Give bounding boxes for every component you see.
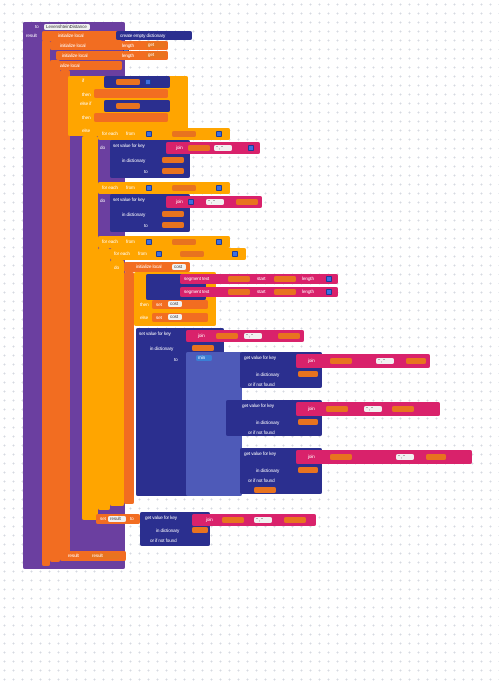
get-chip[interactable] xyxy=(192,345,214,351)
set-cost-then[interactable]: set cost xyxy=(152,300,208,309)
get-chip[interactable] xyxy=(392,406,414,412)
from-slot[interactable] xyxy=(146,185,152,191)
init-local-cost[interactable]: initialize local cost xyxy=(124,262,190,272)
init-local-n[interactable]: initialize local length get xyxy=(56,51,168,60)
get-chip[interactable] xyxy=(228,276,250,282)
get-chip[interactable] xyxy=(278,333,300,339)
get-chip[interactable] xyxy=(298,419,318,425)
get-chip[interactable] xyxy=(116,103,140,109)
init-nesting-bar-1 xyxy=(42,40,50,566)
init-nesting-bar-3 xyxy=(60,70,70,560)
join-block-2[interactable]: join " , " xyxy=(166,196,262,208)
get-chip[interactable] xyxy=(116,79,140,85)
get-chip[interactable] xyxy=(426,454,446,460)
get-chip[interactable] xyxy=(192,527,208,533)
get-chip[interactable] xyxy=(188,145,210,151)
for-each-3-bar xyxy=(98,248,110,510)
get-chip[interactable] xyxy=(236,199,258,205)
get-chip[interactable] xyxy=(298,371,318,377)
get-chip[interactable] xyxy=(162,157,184,163)
set-cost-else[interactable]: set cost xyxy=(152,313,208,322)
get-chip[interactable] xyxy=(274,289,296,295)
get-chip[interactable] xyxy=(162,211,184,217)
num-slot[interactable] xyxy=(326,289,332,295)
segment-text-1[interactable]: segment text start length xyxy=(180,274,338,284)
join-block-5[interactable]: join " , " xyxy=(296,450,472,464)
num-slot[interactable] xyxy=(326,276,332,282)
from-slot[interactable] xyxy=(156,251,162,257)
by-slot[interactable] xyxy=(216,239,222,245)
get-chip[interactable] xyxy=(298,467,318,473)
for-each-3[interactable]: for each from xyxy=(98,236,230,248)
join-block-3[interactable]: join " , " xyxy=(296,354,430,368)
get-chip[interactable] xyxy=(172,131,196,137)
get-chip[interactable] xyxy=(172,185,196,191)
procedure-name-field[interactable]: LevenshteinDistance xyxy=(44,24,90,30)
else-nesting-bar xyxy=(82,136,98,520)
set-result-then-2[interactable] xyxy=(94,113,168,122)
init-local-d[interactable]: initialize local xyxy=(42,31,122,41)
procedure-result-label: result xyxy=(26,33,37,38)
from-slot[interactable] xyxy=(146,131,152,137)
get-chip[interactable] xyxy=(162,168,184,174)
num-slot[interactable] xyxy=(188,199,194,205)
procedure-to-label: to xyxy=(35,24,39,29)
by-slot[interactable] xyxy=(216,131,222,137)
from-slot[interactable] xyxy=(146,239,152,245)
get-chip[interactable] xyxy=(284,517,306,523)
get-chip[interactable] xyxy=(254,487,276,493)
get-chip[interactable] xyxy=(330,358,352,364)
get-chip[interactable] xyxy=(406,358,426,364)
init-local-m[interactable]: initialize local length get xyxy=(50,41,168,50)
get-chip[interactable] xyxy=(216,333,238,339)
by-slot[interactable] xyxy=(216,185,222,191)
for-each-2[interactable]: for each from xyxy=(98,182,230,194)
for-each-1[interactable]: for each from xyxy=(98,128,230,140)
segment-text-2[interactable]: segment text start length xyxy=(180,287,338,297)
num-slot[interactable] xyxy=(248,145,254,151)
get-chip[interactable] xyxy=(172,239,196,245)
get-chip[interactable] xyxy=(326,406,348,412)
init-local-result[interactable]: initialize local xyxy=(50,61,122,70)
init-nesting-bar-2 xyxy=(50,60,60,562)
by-slot[interactable] xyxy=(232,251,238,257)
result-return[interactable]: result result xyxy=(60,551,126,561)
join-block-final[interactable]: join " , " xyxy=(192,514,316,526)
get-chip[interactable] xyxy=(162,222,184,228)
get-chip[interactable] xyxy=(330,454,352,460)
set-result-final[interactable]: set result to xyxy=(96,514,140,524)
get-chip[interactable] xyxy=(274,276,296,282)
get-chip[interactable] xyxy=(222,517,244,523)
join-block-key[interactable]: join " , " xyxy=(186,330,304,342)
get-chip[interactable] xyxy=(180,251,204,257)
num-slot[interactable] xyxy=(145,79,151,85)
create-empty-dictionary-block[interactable]: create empty dictionary xyxy=(116,31,192,40)
get-chip[interactable] xyxy=(228,289,250,295)
for-each-4[interactable]: for each from xyxy=(110,248,246,260)
init-cost-bar xyxy=(124,272,134,504)
set-value-for-key-2[interactable]: set value for key in dictionary to xyxy=(110,194,190,232)
join-block-4[interactable]: join " , " xyxy=(296,402,440,416)
for-each-4-bar xyxy=(110,260,124,506)
join-block-1[interactable]: join " , " xyxy=(166,142,260,154)
set-result-then-1[interactable] xyxy=(94,89,168,98)
